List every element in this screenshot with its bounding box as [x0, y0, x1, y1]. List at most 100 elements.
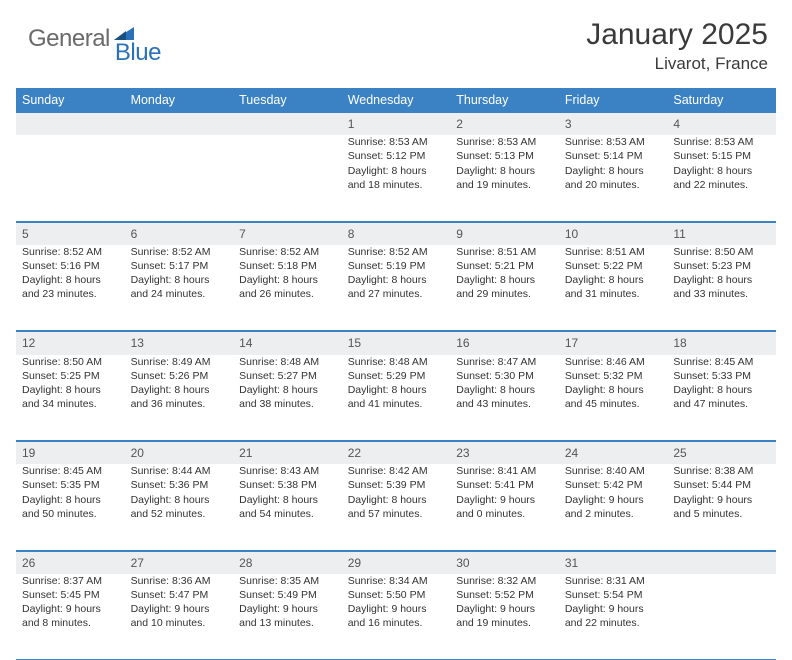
calendar-page: General Blue January 2025 Livarot, Franc… [0, 0, 792, 612]
day-number [233, 112, 342, 135]
calendar-cell: Sunrise: 8:45 AMSunset: 5:33 PMDaylight:… [667, 355, 776, 441]
sunrise-line: Sunrise: 8:48 AM [348, 355, 445, 369]
calendar-cell: Sunrise: 8:48 AMSunset: 5:29 PMDaylight:… [342, 355, 451, 441]
cell-content: Sunrise: 8:32 AMSunset: 5:52 PMDaylight:… [456, 574, 553, 631]
daylight-line-1: Daylight: 8 hours [673, 164, 770, 178]
calendar-week-row: Sunrise: 8:50 AMSunset: 5:25 PMDaylight:… [16, 355, 776, 441]
day-number: 18 [667, 331, 776, 354]
cell-content: Sunrise: 8:51 AMSunset: 5:22 PMDaylight:… [565, 245, 662, 302]
day-number: 25 [667, 441, 776, 464]
daylight-line-1: Daylight: 8 hours [348, 383, 445, 397]
daylight-line-2: and 19 minutes. [456, 616, 553, 630]
sunrise-line: Sunrise: 8:36 AM [131, 574, 228, 588]
calendar-week-row: Sunrise: 8:53 AMSunset: 5:12 PMDaylight:… [16, 135, 776, 221]
sunset-line: Sunset: 5:26 PM [131, 369, 228, 383]
day-number-cell: 27 [125, 550, 234, 574]
day-number-cell: 13 [125, 331, 234, 355]
sunset-line: Sunset: 5:27 PM [239, 369, 336, 383]
daylight-line-2: and 27 minutes. [348, 287, 445, 301]
day-number-cell: 29 [342, 550, 451, 574]
day-number: 7 [233, 222, 342, 245]
cell-content: Sunrise: 8:41 AMSunset: 5:41 PMDaylight:… [456, 464, 553, 521]
calendar-cell: Sunrise: 8:36 AMSunset: 5:47 PMDaylight:… [125, 574, 234, 660]
daylight-line-2: and 31 minutes. [565, 287, 662, 301]
day-number-cell: 21 [233, 441, 342, 465]
daylight-line-1: Daylight: 8 hours [565, 273, 662, 287]
calendar-cell [233, 135, 342, 221]
day-number: 6 [125, 222, 234, 245]
calendar-cell [125, 135, 234, 221]
cell-content: Sunrise: 8:50 AMSunset: 5:23 PMDaylight:… [673, 245, 770, 302]
day-number: 16 [450, 331, 559, 354]
calendar-cell: Sunrise: 8:52 AMSunset: 5:16 PMDaylight:… [16, 245, 125, 331]
sunset-line: Sunset: 5:18 PM [239, 259, 336, 273]
day-number: 28 [233, 551, 342, 574]
weekday-header: Monday [125, 88, 234, 112]
weekday-header: Thursday [450, 88, 559, 112]
day-number: 8 [342, 222, 451, 245]
sunset-line: Sunset: 5:36 PM [131, 478, 228, 492]
daylight-line-1: Daylight: 9 hours [565, 602, 662, 616]
day-number: 13 [125, 331, 234, 354]
day-number-cell: 20 [125, 441, 234, 465]
sunset-line: Sunset: 5:22 PM [565, 259, 662, 273]
day-number-cell: 9 [450, 221, 559, 245]
day-number-cell: 10 [559, 221, 668, 245]
day-number-cell: 24 [559, 441, 668, 465]
calendar-cell: Sunrise: 8:51 AMSunset: 5:21 PMDaylight:… [450, 245, 559, 331]
calendar-cell: Sunrise: 8:49 AMSunset: 5:26 PMDaylight:… [125, 355, 234, 441]
sunset-line: Sunset: 5:35 PM [22, 478, 119, 492]
day-number: 9 [450, 222, 559, 245]
sunset-line: Sunset: 5:38 PM [239, 478, 336, 492]
calendar-cell: Sunrise: 8:53 AMSunset: 5:13 PMDaylight:… [450, 135, 559, 221]
daylight-line-1: Daylight: 8 hours [348, 273, 445, 287]
daylight-line-2: and 43 minutes. [456, 397, 553, 411]
daylight-line-1: Daylight: 8 hours [456, 273, 553, 287]
day-number-row: 19202122232425 [16, 441, 776, 465]
day-number: 1 [342, 112, 451, 135]
day-number: 11 [667, 222, 776, 245]
cell-content: Sunrise: 8:53 AMSunset: 5:14 PMDaylight:… [565, 135, 662, 192]
daylight-line-2: and 5 minutes. [673, 507, 770, 521]
daylight-line-2: and 33 minutes. [673, 287, 770, 301]
calendar-cell: Sunrise: 8:51 AMSunset: 5:22 PMDaylight:… [559, 245, 668, 331]
day-number-cell: 3 [559, 112, 668, 135]
cell-content: Sunrise: 8:42 AMSunset: 5:39 PMDaylight:… [348, 464, 445, 521]
calendar-cell [667, 574, 776, 660]
sunset-line: Sunset: 5:49 PM [239, 588, 336, 602]
daylight-line-2: and 50 minutes. [22, 507, 119, 521]
day-number: 22 [342, 441, 451, 464]
daylight-line-1: Daylight: 8 hours [456, 383, 553, 397]
daylight-line-2: and 52 minutes. [131, 507, 228, 521]
daylight-line-2: and 23 minutes. [22, 287, 119, 301]
sunset-line: Sunset: 5:44 PM [673, 478, 770, 492]
sunset-line: Sunset: 5:45 PM [22, 588, 119, 602]
cell-content: Sunrise: 8:49 AMSunset: 5:26 PMDaylight:… [131, 355, 228, 412]
sunset-line: Sunset: 5:12 PM [348, 149, 445, 163]
day-number-cell: 28 [233, 550, 342, 574]
cell-content: Sunrise: 8:40 AMSunset: 5:42 PMDaylight:… [565, 464, 662, 521]
sunset-line: Sunset: 5:16 PM [22, 259, 119, 273]
cell-content: Sunrise: 8:52 AMSunset: 5:19 PMDaylight:… [348, 245, 445, 302]
day-number-row: 12131415161718 [16, 331, 776, 355]
cell-content: Sunrise: 8:31 AMSunset: 5:54 PMDaylight:… [565, 574, 662, 631]
sunset-line: Sunset: 5:41 PM [456, 478, 553, 492]
cell-content: Sunrise: 8:50 AMSunset: 5:25 PMDaylight:… [22, 355, 119, 412]
day-number-cell: 17 [559, 331, 668, 355]
calendar-cell: Sunrise: 8:38 AMSunset: 5:44 PMDaylight:… [667, 464, 776, 550]
sunrise-line: Sunrise: 8:35 AM [239, 574, 336, 588]
sunset-line: Sunset: 5:54 PM [565, 588, 662, 602]
calendar-week-row: Sunrise: 8:45 AMSunset: 5:35 PMDaylight:… [16, 464, 776, 550]
cell-content: Sunrise: 8:35 AMSunset: 5:49 PMDaylight:… [239, 574, 336, 631]
day-number: 17 [559, 331, 668, 354]
cell-content: Sunrise: 8:51 AMSunset: 5:21 PMDaylight:… [456, 245, 553, 302]
calendar-cell: Sunrise: 8:41 AMSunset: 5:41 PMDaylight:… [450, 464, 559, 550]
day-number: 24 [559, 441, 668, 464]
day-number-cell: 15 [342, 331, 451, 355]
daylight-line-1: Daylight: 8 hours [239, 273, 336, 287]
daylight-line-1: Daylight: 9 hours [348, 602, 445, 616]
daylight-line-1: Daylight: 8 hours [348, 493, 445, 507]
daylight-line-2: and 0 minutes. [456, 507, 553, 521]
calendar-body: 1234Sunrise: 8:53 AMSunset: 5:12 PMDayli… [16, 112, 776, 660]
weekday-header: Tuesday [233, 88, 342, 112]
